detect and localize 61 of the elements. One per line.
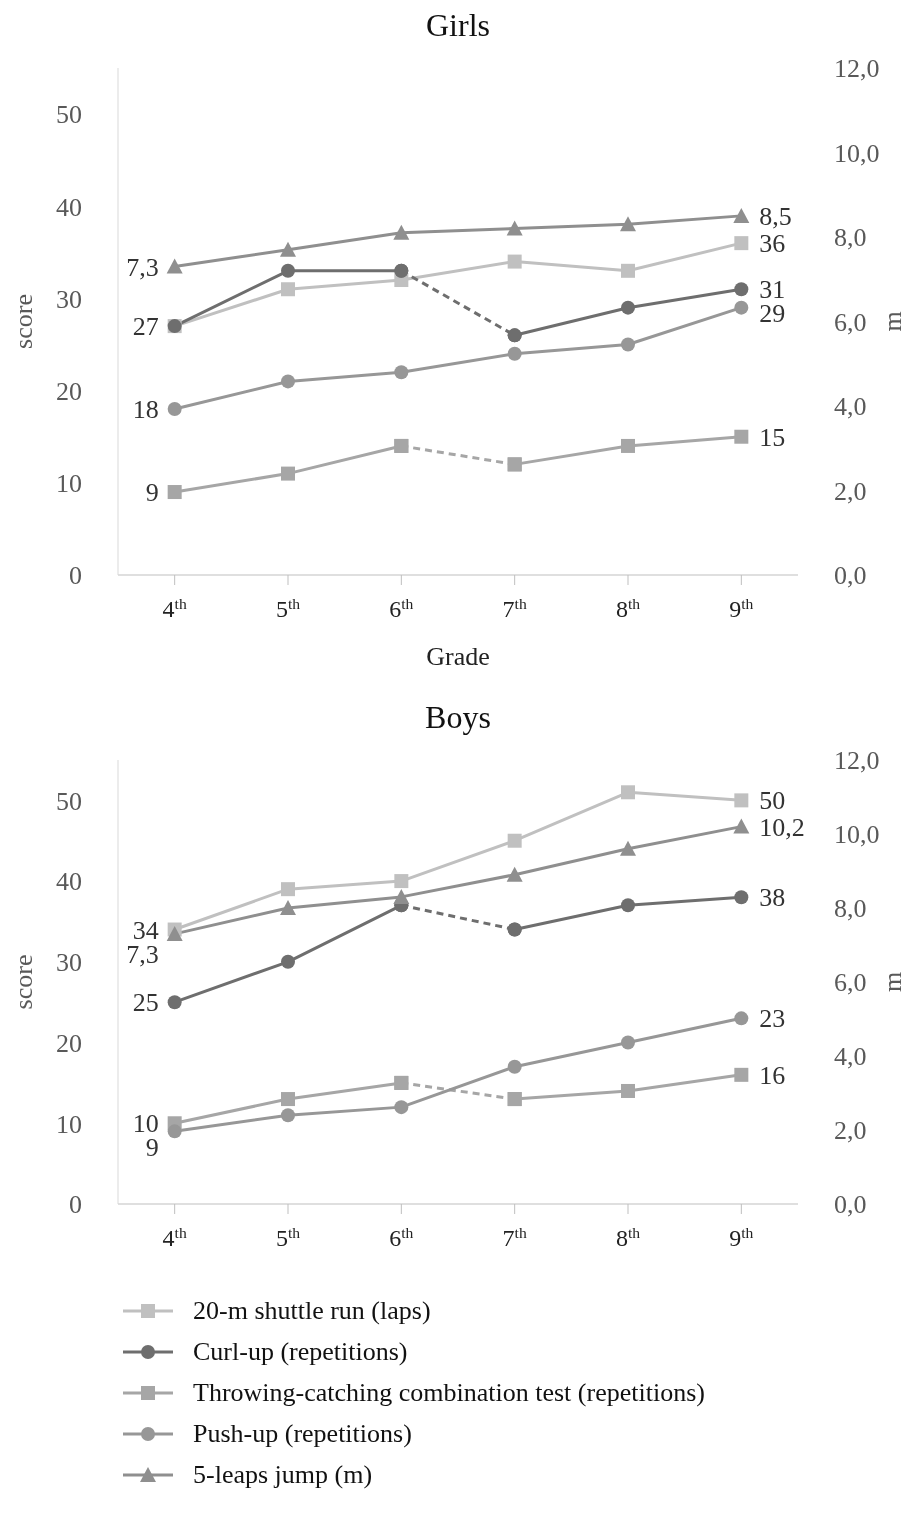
x-axis-title: Grade — [426, 642, 490, 671]
y-tick-label: 50 — [56, 786, 82, 816]
y2-tick-label: 12,0 — [834, 746, 880, 776]
y-tick-label: 0 — [69, 1190, 82, 1220]
data-label: 18 — [132, 395, 159, 425]
x-tick-label: 9$^{th}$ — [729, 1223, 754, 1251]
y-tick-label: 50 — [56, 100, 82, 130]
y2-tick-label: 0,0 — [834, 561, 867, 591]
data-label: 8,5 — [759, 201, 792, 231]
y2-tick-label: 2,0 — [834, 1116, 867, 1146]
data-label: 36 — [759, 229, 786, 259]
chart-title: Girls — [426, 7, 490, 43]
chart-title: Boys — [425, 699, 491, 735]
y2-axis-title: m — [878, 971, 907, 993]
y2-tick-label: 8,0 — [834, 894, 867, 924]
y-tick-label: 40 — [56, 867, 82, 897]
y-axis-title: score — [9, 954, 38, 1010]
x-tick-label: 4$^{th}$ — [162, 594, 187, 622]
y-tick-label: 10 — [56, 469, 82, 499]
y-tick-label: 20 — [56, 376, 82, 406]
y-tick-label: 0 — [69, 561, 82, 591]
legend-label: 5-leaps jump (m) — [193, 1459, 373, 1490]
data-label: 16 — [759, 1060, 786, 1090]
data-label: 27 — [132, 312, 159, 342]
x-tick-label: 6$^{th}$ — [389, 1223, 414, 1251]
legend-label: Curl-up (repetitions) — [193, 1336, 408, 1367]
y-tick-label: 40 — [56, 192, 82, 222]
x-tick-label: 8$^{th}$ — [615, 594, 641, 622]
legend-label: 20-m shuttle run (laps) — [193, 1295, 431, 1326]
y-axis-title: score — [9, 294, 38, 349]
x-tick-label: 8$^{th}$ — [615, 1223, 641, 1251]
y2-tick-label: 0,0 — [834, 1190, 867, 1220]
legend-label: Push-up (repetitions) — [193, 1418, 412, 1449]
y2-tick-label: 4,0 — [834, 392, 867, 422]
y-tick-label: 30 — [56, 284, 82, 314]
y2-tick-label: 6,0 — [834, 968, 867, 998]
y-tick-label: 30 — [56, 948, 82, 978]
data-label: 7,3 — [126, 252, 159, 282]
legend-label: Throwing-catching combination test (repetitions) — [193, 1377, 705, 1408]
y2-tick-label: 10,0 — [834, 820, 880, 850]
y2-tick-label: 6,0 — [834, 307, 867, 337]
x-tick-label: 6$^{th}$ — [389, 594, 414, 622]
y2-axis-title: m — [878, 311, 907, 332]
data-label: 15 — [759, 422, 786, 452]
x-tick-label: 5$^{th}$ — [275, 594, 301, 622]
x-tick-label: 9$^{th}$ — [729, 594, 754, 622]
data-label: 38 — [759, 883, 786, 913]
data-label: 9 — [145, 478, 159, 508]
x-tick-label: 7$^{th}$ — [502, 594, 527, 622]
y-tick-label: 10 — [56, 1109, 82, 1139]
y-tick-label: 20 — [56, 1028, 82, 1058]
y2-tick-label: 12,0 — [834, 54, 880, 84]
y2-tick-label: 10,0 — [834, 138, 880, 168]
x-tick-label: 4$^{th}$ — [162, 1223, 187, 1251]
x-tick-label: 7$^{th}$ — [502, 1223, 527, 1251]
y2-tick-label: 4,0 — [834, 1042, 867, 1072]
x-tick-label: 5$^{th}$ — [275, 1223, 301, 1251]
data-label: 25 — [132, 988, 159, 1018]
data-label: 23 — [759, 1004, 786, 1034]
y2-tick-label: 8,0 — [834, 223, 867, 253]
y2-tick-label: 2,0 — [834, 476, 867, 506]
